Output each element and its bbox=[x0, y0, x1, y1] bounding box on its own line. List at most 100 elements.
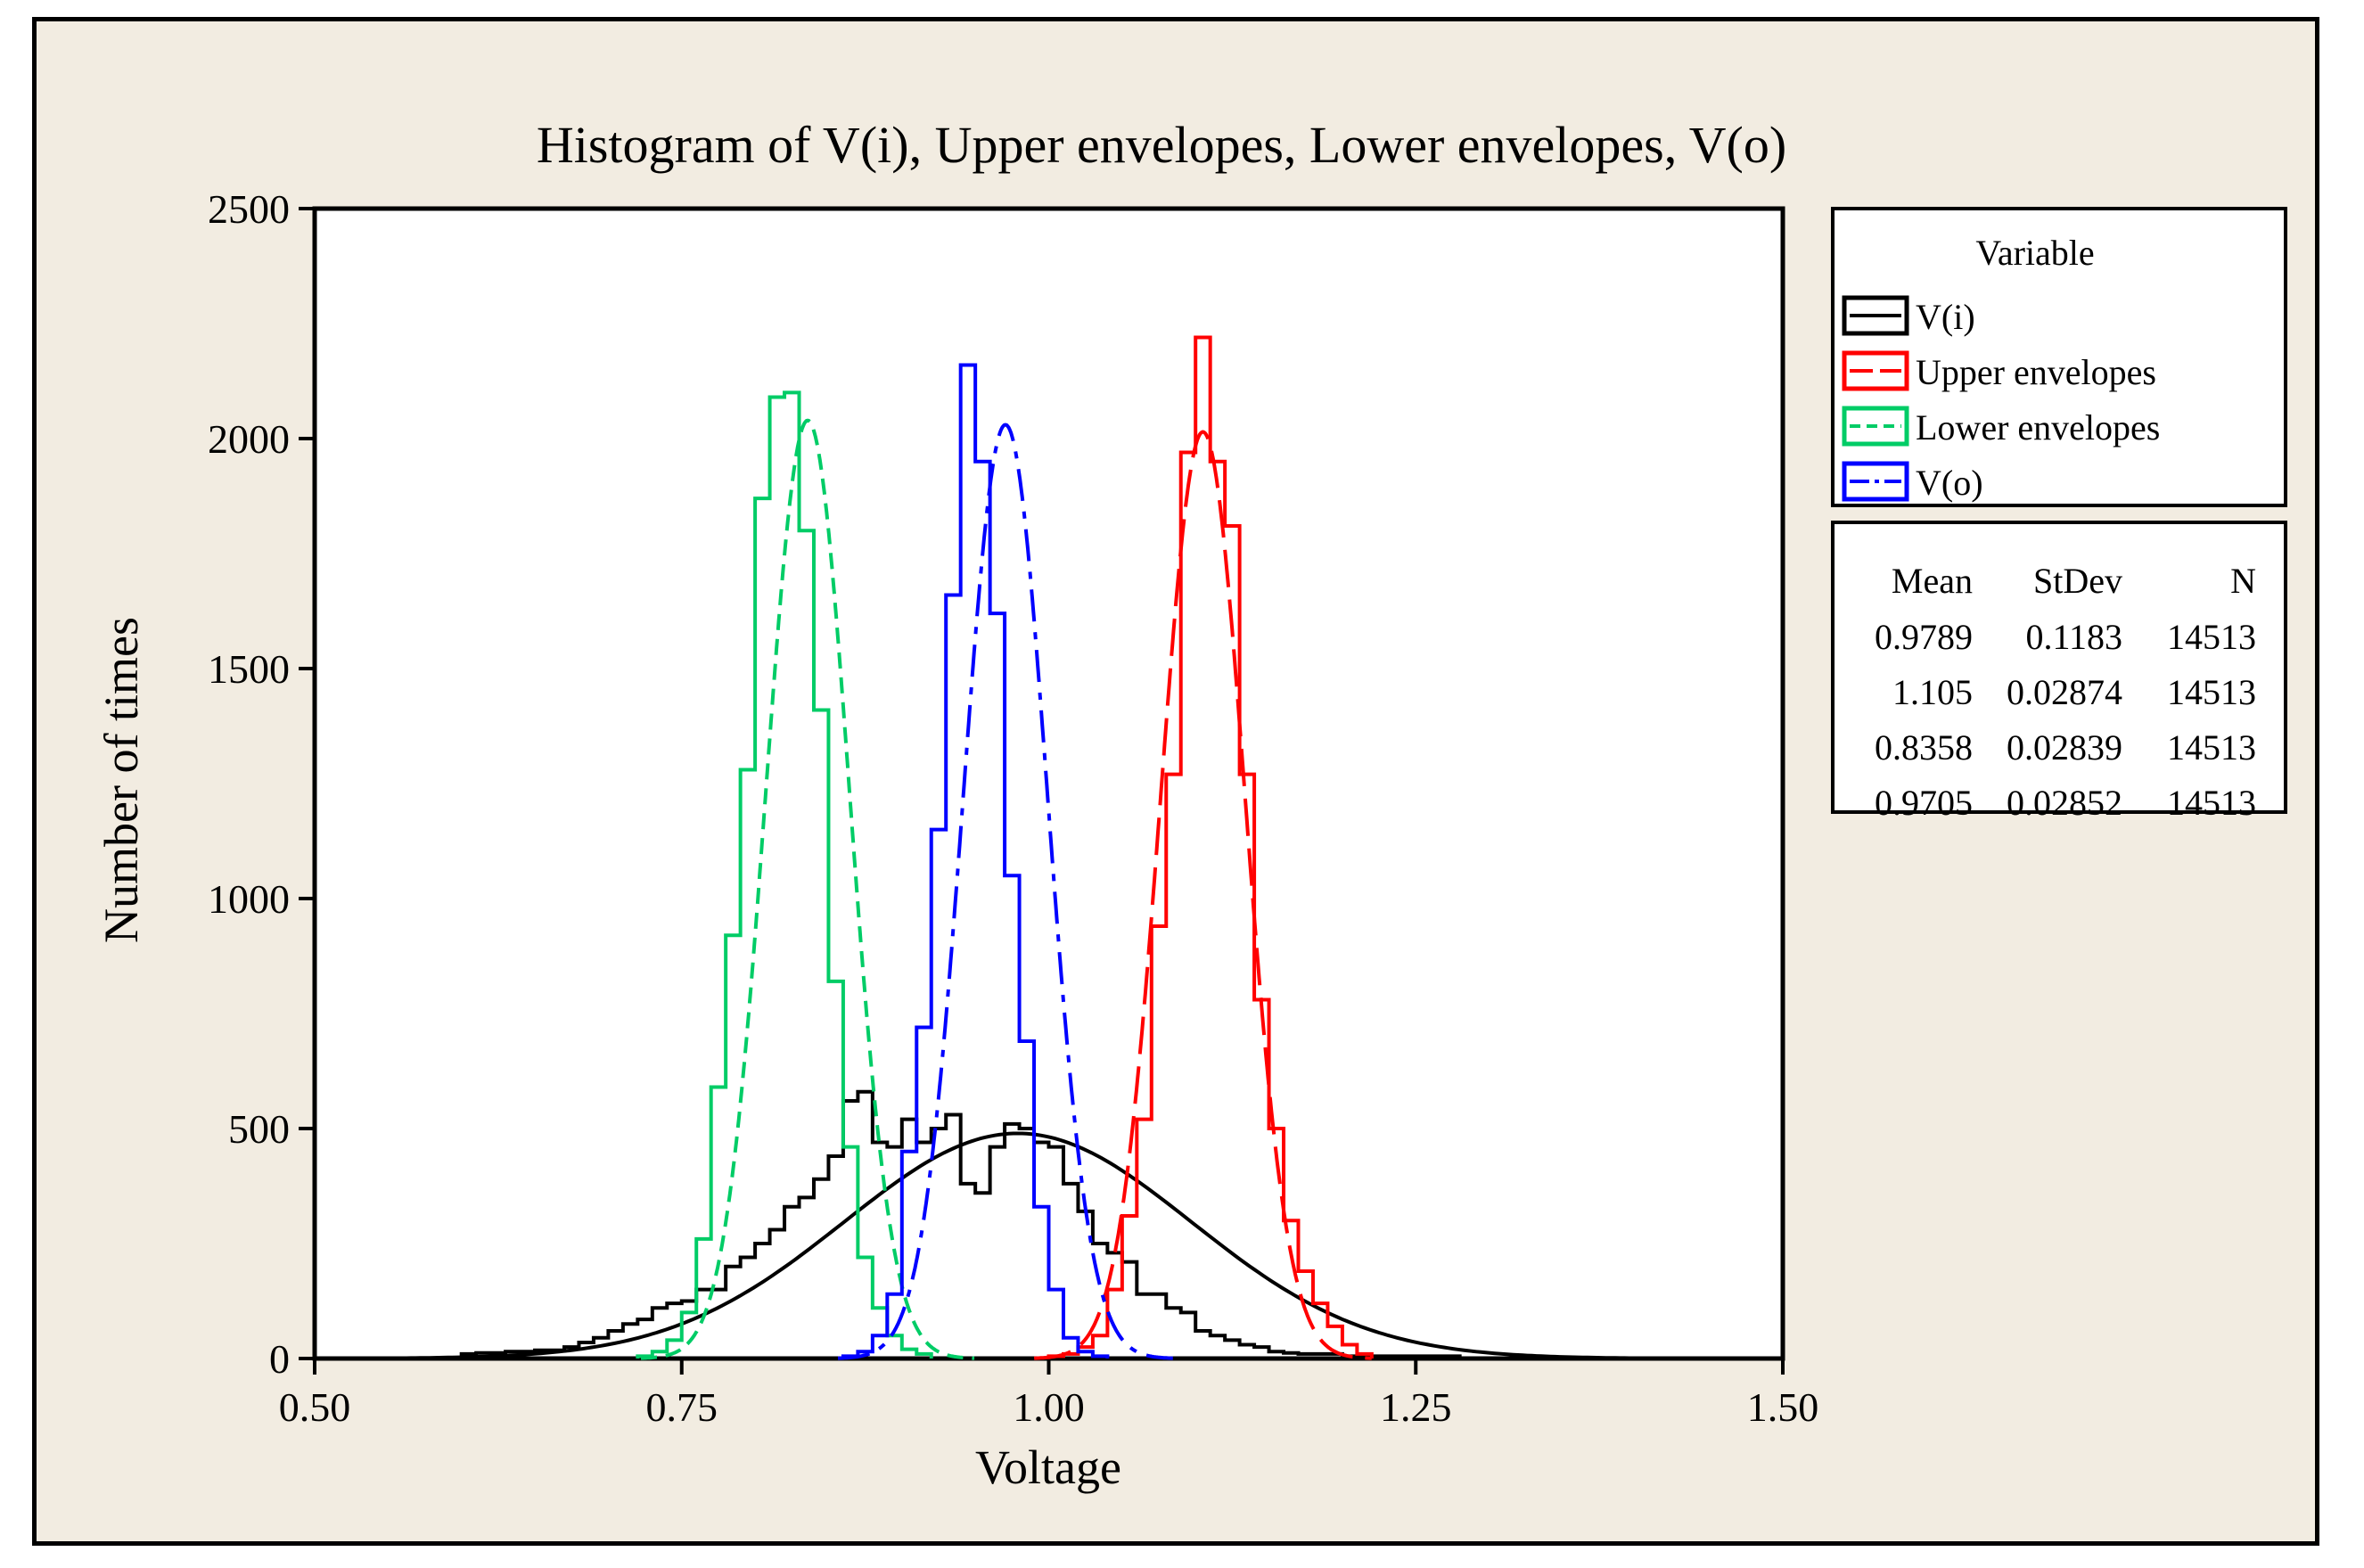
legend-item-upper-envelopes: Upper envelopes bbox=[1842, 350, 2156, 392]
bar-v-i bbox=[1063, 1184, 1078, 1359]
bar-upper-envelopes bbox=[1240, 775, 1254, 1359]
stats-cell: 1.105 bbox=[1892, 672, 1973, 712]
x-tick-label: 1.25 bbox=[1380, 1384, 1452, 1430]
y-axis: 0 500 1000 1500 2000 2500 bbox=[208, 186, 315, 1382]
bar-lower-envelopes bbox=[814, 710, 828, 1359]
bar-v-o bbox=[1093, 1356, 1107, 1359]
bar-v-o bbox=[1063, 1338, 1078, 1359]
y-tick-label: 1000 bbox=[208, 876, 290, 922]
bar-v-i bbox=[1401, 1356, 1416, 1359]
y-tick-label: 0 bbox=[269, 1336, 290, 1382]
chart-frame: Histogram of V(i), Upper envelopes, Lowe… bbox=[32, 17, 2319, 1546]
bar-v-o bbox=[1078, 1351, 1092, 1359]
bar-v-o bbox=[961, 365, 975, 1359]
bar-upper-envelopes bbox=[1313, 1303, 1327, 1359]
bar-upper-envelopes bbox=[1137, 1120, 1151, 1359]
x-tick-label: 0.75 bbox=[646, 1384, 718, 1430]
bar-v-i bbox=[1431, 1356, 1445, 1359]
bar-v-i bbox=[1372, 1356, 1386, 1359]
legend-swatch bbox=[1842, 406, 1909, 447]
x-tick-label: 0.50 bbox=[279, 1384, 351, 1430]
histogram-upper-envelopes bbox=[1047, 335, 1374, 1359]
stats-cell: 14513 bbox=[2167, 672, 2256, 712]
bar-upper-envelopes bbox=[1152, 926, 1166, 1359]
series-layer bbox=[323, 335, 1713, 1360]
x-tick-label: 1.00 bbox=[1013, 1384, 1085, 1430]
legend-item-v-i: V(i) bbox=[1842, 295, 1975, 337]
stats-cell: 0.1183 bbox=[2025, 617, 2122, 657]
histogram-v-o bbox=[841, 363, 1110, 1359]
x-tick-label: 1.50 bbox=[1747, 1384, 1819, 1430]
y-tick-label: 2000 bbox=[208, 416, 290, 462]
series-v-i bbox=[323, 1089, 1713, 1360]
bar-lower-envelopes bbox=[784, 392, 799, 1359]
bar-lower-envelopes bbox=[843, 1147, 858, 1359]
stats-header: Mean bbox=[1892, 561, 1973, 601]
x-axis: 0.50 0.75 1.00 1.25 1.50 bbox=[279, 1359, 1819, 1430]
stats-table: Mean StDev N 0.9789 0.1183 14513 1.105 0.02874 1… bbox=[1875, 561, 2256, 823]
y-axis-label: Number of times bbox=[94, 617, 148, 943]
bar-v-i bbox=[1416, 1356, 1430, 1359]
legend: Variable V(i) Upper envelopes Lower envelo… bbox=[1831, 207, 2287, 823]
chart-title: Histogram of V(i), Upper envelopes, Lowe… bbox=[537, 116, 1786, 174]
legend-label: V(i) bbox=[1916, 297, 1975, 337]
bar-v-o bbox=[902, 1152, 916, 1359]
legend-swatch bbox=[1842, 461, 1909, 502]
bar-v-o bbox=[1034, 1207, 1048, 1359]
bar-lower-envelopes bbox=[770, 398, 784, 1359]
bar-upper-envelopes bbox=[1284, 1220, 1298, 1359]
stats-cell: 14513 bbox=[2167, 783, 2256, 823]
bar-lower-envelopes bbox=[828, 981, 842, 1359]
bar-v-o bbox=[1049, 1290, 1063, 1359]
plot-background bbox=[312, 206, 1785, 1361]
stats-cell: 0.02839 bbox=[2007, 727, 2122, 768]
chart-svg: Histogram of V(i), Upper envelopes, Lowe… bbox=[94, 116, 2287, 1494]
legend-label: Lower envelopes bbox=[1916, 407, 2160, 447]
stats-cell: 14513 bbox=[2167, 727, 2256, 768]
x-axis-label: Voltage bbox=[975, 1441, 1121, 1494]
legend-label: Upper envelopes bbox=[1916, 352, 2156, 392]
stats-header: N bbox=[2230, 561, 2256, 601]
fit-curve-v-i bbox=[323, 1131, 1713, 1360]
stats-cell: 0.02852 bbox=[2007, 783, 2122, 823]
bar-upper-envelopes bbox=[1166, 775, 1180, 1359]
legend-swatch bbox=[1842, 295, 1909, 336]
legend-label: V(o) bbox=[1916, 463, 1983, 503]
bar-upper-envelopes bbox=[1211, 462, 1225, 1359]
fit-curve-v-o bbox=[838, 423, 1173, 1360]
stats-cell: 0.02874 bbox=[2007, 672, 2122, 712]
fit-curve-lower-envelopes bbox=[641, 418, 975, 1360]
legend-swatch bbox=[1842, 350, 1909, 391]
legend-item-v-o: V(o) bbox=[1842, 461, 1983, 503]
bar-v-i bbox=[1445, 1356, 1459, 1359]
y-tick-label: 2500 bbox=[208, 186, 290, 232]
bar-v-i bbox=[1386, 1356, 1400, 1359]
bar-v-o bbox=[1005, 875, 1019, 1359]
bar-lower-envelopes bbox=[800, 530, 814, 1359]
bar-upper-envelopes bbox=[1195, 337, 1210, 1359]
bar-upper-envelopes bbox=[1181, 452, 1195, 1359]
stats-header: StDev bbox=[2033, 561, 2122, 601]
stats-box bbox=[1831, 521, 2287, 814]
series-v-o bbox=[838, 363, 1173, 1360]
legend-title: Variable bbox=[1975, 233, 2094, 273]
bar-v-o bbox=[1020, 1041, 1034, 1359]
stats-cell: 0.9789 bbox=[1875, 617, 1973, 657]
stats-cell: 0.9705 bbox=[1875, 783, 1973, 823]
legend-entries: V(i) Upper envelopes Lower envelopes V(o) bbox=[1842, 295, 2160, 503]
legend-item-lower-envelopes: Lower envelopes bbox=[1842, 406, 2160, 447]
bar-upper-envelopes bbox=[1122, 1216, 1137, 1359]
stats-cell: 14513 bbox=[2167, 617, 2256, 657]
fit-curve-upper-envelopes bbox=[1033, 430, 1372, 1360]
histogram-v-i bbox=[459, 1089, 1462, 1359]
bar-v-o bbox=[990, 613, 1005, 1359]
y-tick-label: 1500 bbox=[208, 646, 290, 692]
stats-cell: 0.8358 bbox=[1875, 727, 1973, 768]
bar-lower-envelopes bbox=[711, 1088, 726, 1359]
bar-v-o bbox=[887, 1294, 901, 1359]
series-upper-envelopes bbox=[1033, 335, 1374, 1360]
plot-area: 0 500 1000 1500 2000 2500 0.50 0.75 1.00 1.25 1.5… bbox=[208, 186, 1818, 1430]
bar-lower-envelopes bbox=[726, 935, 740, 1359]
bar-lower-envelopes bbox=[858, 1257, 872, 1359]
y-tick-label: 500 bbox=[228, 1106, 290, 1152]
